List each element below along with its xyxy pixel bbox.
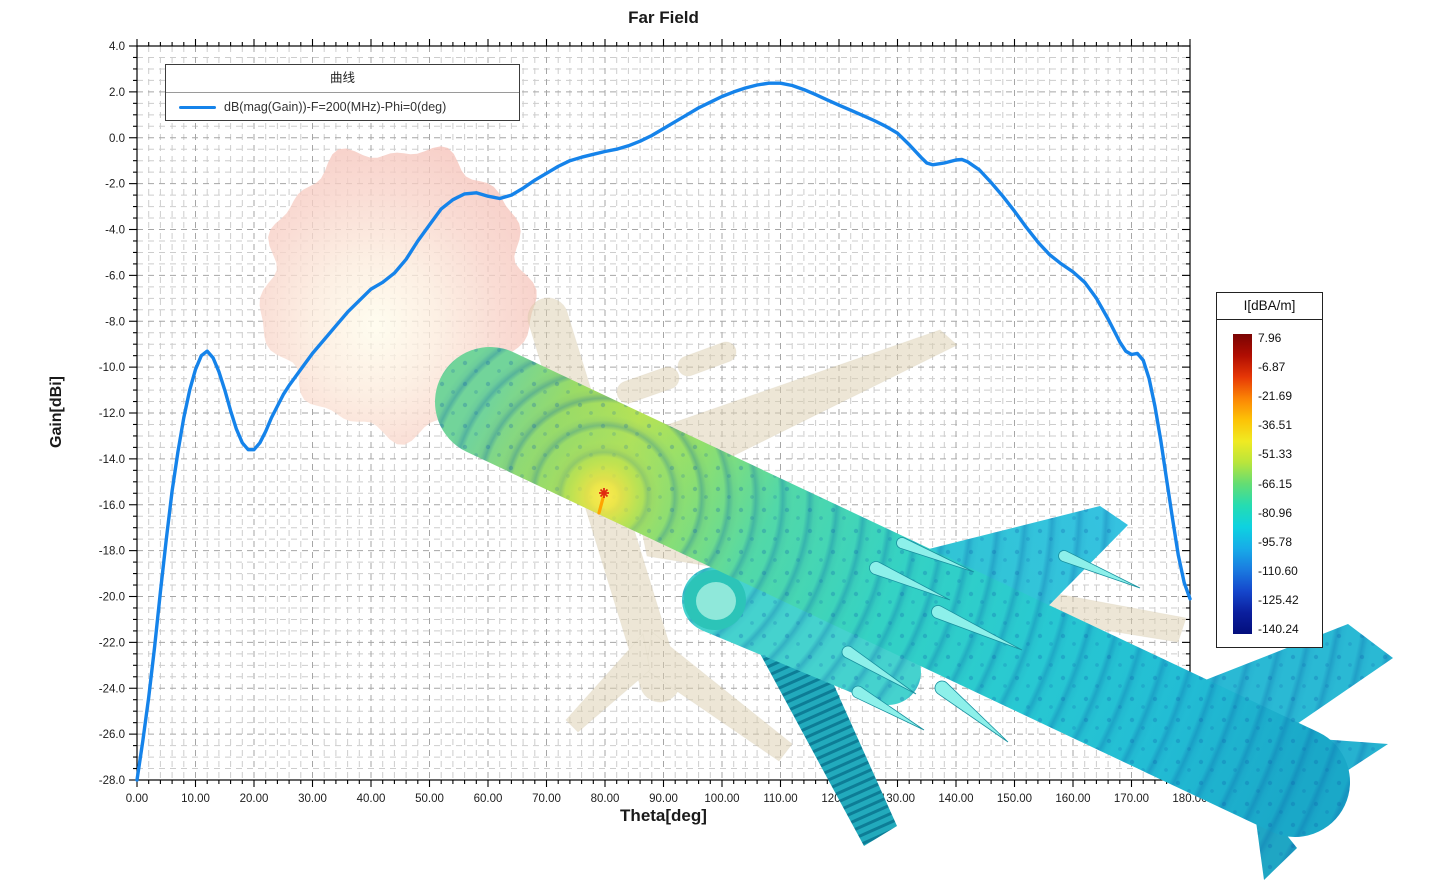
- colorbar-tick-label: -125.42: [1258, 592, 1299, 607]
- surface-current-aircraft-model: [434, 347, 1393, 880]
- y-tick-label: -8.0: [105, 316, 125, 328]
- aircraft-flap-fairing: [931, 605, 1023, 651]
- plot-frame: 0.00 10.00 20.00 30.00 40.00 50.00 60.00 70.00 8…: [99, 39, 1208, 805]
- legend-entry[interactable]: dB(mag(Gain))-F=200(MHz)-Phi=0(deg): [166, 93, 519, 121]
- curve-legend: 曲线 dB(mag(Gain))-F=200(MHz)-Phi=0(deg): [165, 64, 520, 121]
- colorbar-tick-label: -140.24: [1258, 622, 1299, 636]
- y-tick-label: -12.0: [99, 408, 125, 420]
- x-tick-label: 140.00: [938, 793, 973, 805]
- x-tick-label: 160.00: [1055, 793, 1090, 805]
- x-tick-label: 130.00: [880, 793, 915, 805]
- colorbar-tick-label: -80.96: [1258, 505, 1293, 520]
- x-tick-label: 100.00: [704, 793, 739, 805]
- x-tick-label: 0.00: [126, 793, 148, 805]
- legend-title: 曲线: [166, 65, 519, 93]
- colorbar-gradient: [1233, 334, 1252, 634]
- aircraft-flap-fairing: [934, 680, 1009, 743]
- colorbar-labels: 7.96 -6.87 -21.69 -36.51 -51.33 -66.15 -80.96 -…: [1258, 331, 1320, 636]
- colorbar: I[dBA/m] 7.96 -6.87 -21.69 -36.51 -51.33 -66.…: [1216, 292, 1323, 648]
- y-tick-label: -10.0: [99, 362, 125, 374]
- y-tick-label: -24.0: [99, 683, 125, 695]
- colorbar-tick-label: -6.87: [1258, 360, 1286, 375]
- legend-line-sample: [179, 105, 216, 109]
- x-tick-label: 170.00: [1114, 793, 1149, 805]
- gain-curve[interactable]: [135, 81, 1192, 782]
- y-tick-label: -28.0: [99, 775, 125, 787]
- colorbar-tick-label: -21.69: [1258, 389, 1293, 404]
- feed-point-marker: [597, 488, 609, 515]
- colorbar-tick-label: -95.78: [1258, 534, 1293, 549]
- colorbar-title: I[dBA/m]: [1217, 293, 1322, 320]
- colorbar-tick-label: -110.60: [1258, 563, 1298, 578]
- y-tick-label: -20.0: [99, 592, 125, 604]
- x-tick-label: 30.00: [298, 793, 327, 805]
- colorbar-tick-label: -66.15: [1258, 476, 1293, 491]
- y-axis-title: Gain[dBi]: [48, 376, 65, 448]
- ghost-engine: [616, 366, 680, 404]
- x-tick-label: 10.00: [181, 793, 210, 805]
- y-tick-label: -18.0: [99, 546, 125, 558]
- x-tick-label: 150.00: [997, 793, 1032, 805]
- x-axis-title: Theta[deg]: [620, 806, 707, 825]
- x-tick-label: 20.00: [240, 793, 269, 805]
- ghost-engine: [677, 341, 737, 377]
- y-tick-label: 2.0: [109, 87, 125, 99]
- y-tick-label: -6.0: [105, 270, 125, 282]
- aircraft-flap-fairing: [869, 561, 951, 601]
- y-tick-label: -2.0: [105, 179, 125, 191]
- ghost-stabilizer-left: [645, 631, 793, 762]
- x-tick-label: 80.00: [591, 793, 620, 805]
- x-tick-label: 90.00: [649, 793, 678, 805]
- x-tick-label: 110.00: [763, 793, 797, 805]
- x-tick-label: 40.00: [357, 793, 386, 805]
- y-tick-label: 4.0: [109, 41, 125, 53]
- colorbar-tick-label: -36.51: [1258, 418, 1293, 433]
- axis-ticks: [129, 39, 1191, 787]
- y-tick-label: -14.0: [99, 454, 125, 466]
- legend-entry-label: dB(mag(Gain))-F=200(MHz)-Phi=0(deg): [224, 100, 447, 114]
- ghost-stabilizer-right: [565, 633, 651, 733]
- y-tick-label: -22.0: [99, 637, 125, 649]
- aircraft-striped-wing: [757, 636, 897, 846]
- y-tick-label: -26.0: [99, 729, 125, 741]
- x-tick-label: 60.00: [474, 793, 503, 805]
- y-tick-label: -16.0: [99, 500, 125, 512]
- axis-tick-labels: 0.00 10.00 20.00 30.00 40.00 50.00 60.00 70.00 8…: [99, 41, 1208, 805]
- aircraft-flap-fairing: [851, 685, 925, 731]
- aircraft-flap-fairing: [841, 645, 917, 695]
- y-tick-label: -4.0: [105, 225, 125, 237]
- colorbar-tick-label: 7.96: [1258, 331, 1282, 345]
- colorbar-tick-label: -51.33: [1258, 447, 1293, 462]
- x-tick-label: 50.00: [415, 793, 444, 805]
- plot-title: Far Field: [628, 8, 699, 27]
- x-tick-label: 70.00: [532, 793, 561, 805]
- y-tick-label: 0.0: [109, 133, 125, 145]
- aircraft-flap-fairing: [896, 537, 975, 573]
- aircraft-flap-fairing: [1058, 550, 1141, 589]
